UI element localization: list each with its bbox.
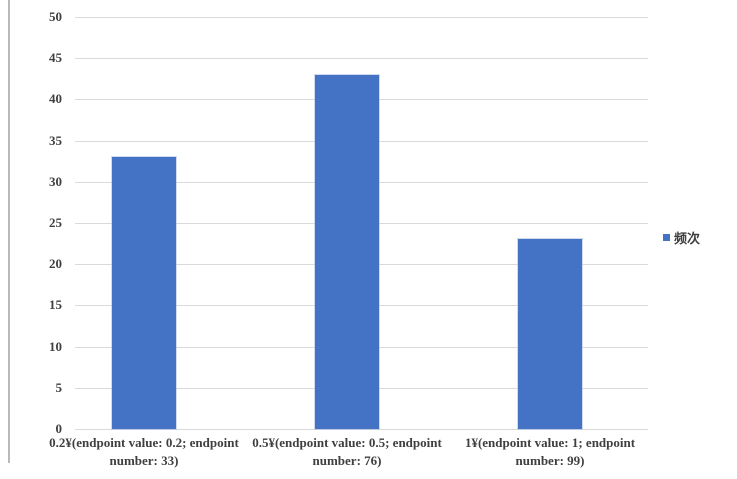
gridline-y-50 [75, 17, 648, 18]
gridline-y-45 [75, 58, 648, 60]
y-tick-label-15: 15 [49, 297, 62, 313]
x-category-label-2: 1¥(endpoint value: 1; endpoint number: 99… [464, 435, 636, 468]
bar-频次-23 [518, 239, 583, 429]
y-tick-label-5: 5 [55, 379, 63, 395]
bar-频次-43 [315, 74, 379, 429]
y-tick-label-25: 25 [49, 215, 62, 230]
y-tick-label-45: 45 [49, 50, 62, 66]
y-tick-label-10: 10 [49, 338, 62, 354]
legend: 频次 [663, 228, 700, 247]
gridline-y-0 [75, 429, 648, 430]
y-tick-label-20: 20 [49, 256, 62, 272]
y-tick-label-50: 50 [49, 9, 62, 24]
y-tick-label-0: 0 [55, 421, 63, 436]
legend-series-label: 频次 [674, 232, 701, 247]
bar-频次-33 [111, 157, 176, 429]
x-category-label-0: 0.2¥(endpoint value: 0.2; endpoint number… [49, 435, 239, 468]
x-category-label-1: 0.5¥(endpoint value: 0.5; endpoint number… [252, 435, 442, 468]
window-left-border [8, 0, 10, 463]
y-tick-label-30: 30 [49, 173, 62, 189]
legend-marker-icon [663, 234, 670, 241]
y-tick-label-35: 35 [49, 132, 62, 148]
y-tick-label-40: 40 [49, 91, 62, 107]
